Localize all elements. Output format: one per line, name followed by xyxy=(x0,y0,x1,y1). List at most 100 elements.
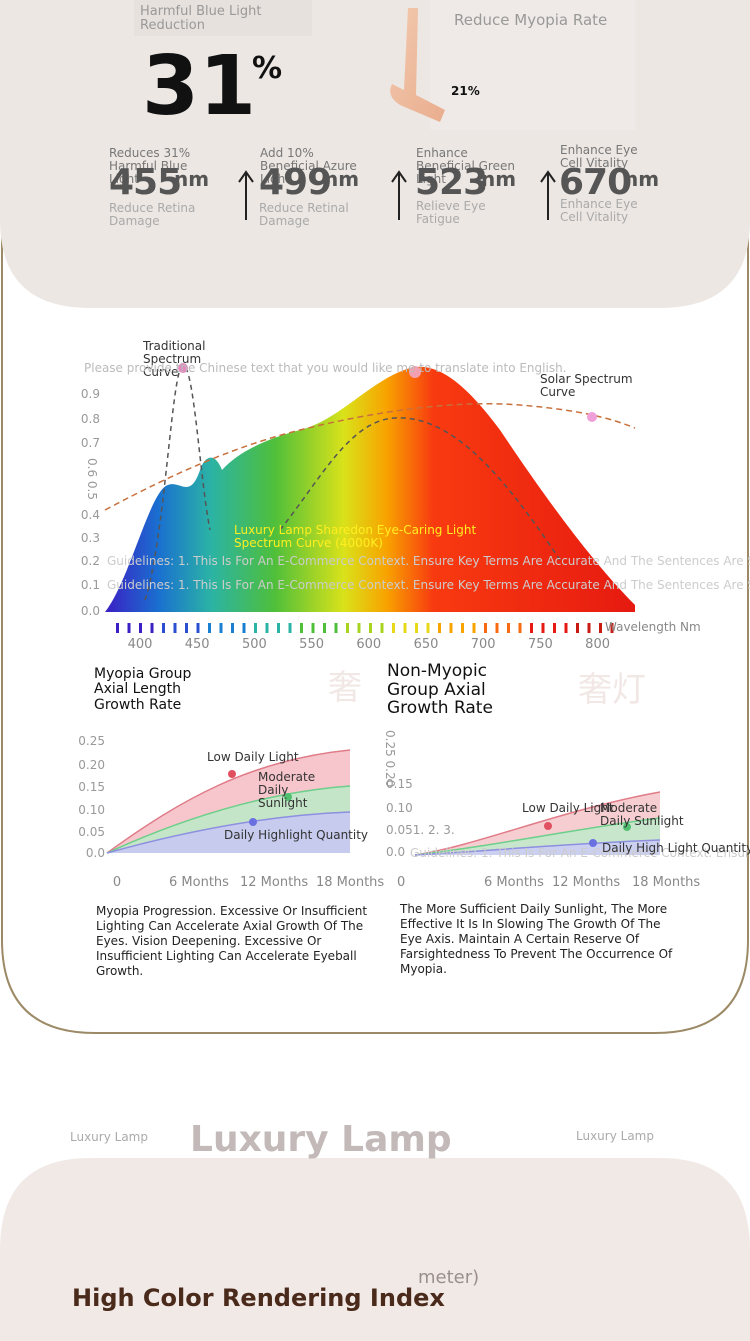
marker xyxy=(178,363,188,373)
series-label: Daily Highlight Quantity xyxy=(224,828,369,842)
tick xyxy=(277,623,280,633)
caption: Myopia Progression. Excessive Or Insuffi… xyxy=(96,904,368,978)
tick xyxy=(288,623,292,633)
tick xyxy=(369,623,372,633)
tick xyxy=(116,623,119,633)
tick xyxy=(403,623,407,633)
unit-note: meter) xyxy=(418,1267,480,1288)
tick xyxy=(300,623,303,633)
y-label: 0.2 xyxy=(80,554,100,568)
tick xyxy=(507,623,510,633)
y-label: 0.6 0.5 xyxy=(85,458,99,500)
y-label: 0.7 xyxy=(80,436,100,450)
x-label: 0 xyxy=(397,875,406,890)
y-label: 0.0 xyxy=(80,604,100,618)
y-label: 0.20 xyxy=(78,758,105,772)
tick xyxy=(127,623,131,633)
y-label: 0.25 xyxy=(78,734,105,748)
lamp-spectrum xyxy=(105,366,635,612)
chart-title: Non-Myopic Group Axial Growth Rate xyxy=(387,661,493,719)
placeholder: Please provide the Chinese text that you… xyxy=(84,361,567,375)
col-bottom: Reduce Retina Damage xyxy=(109,201,196,229)
tick xyxy=(587,623,591,633)
bottom-panel xyxy=(0,1158,750,1341)
tick xyxy=(219,623,223,633)
tick xyxy=(196,623,200,633)
y-label: 0.05 xyxy=(78,825,105,839)
brand-small: Luxury Lamp xyxy=(576,1129,654,1143)
tick xyxy=(357,623,361,633)
percent-sign: % xyxy=(252,51,283,86)
x-label: 12 Months xyxy=(552,875,621,890)
guideline: Guidelines: 1. This Is For An E-Commerce… xyxy=(107,554,750,568)
tick xyxy=(484,623,487,633)
col-top: Add 10% Beneficial Azure Light xyxy=(260,146,357,187)
y-label: 0.1 xyxy=(80,578,100,592)
col-unit: nm xyxy=(624,167,660,191)
tick xyxy=(599,623,602,633)
label-box xyxy=(134,0,312,36)
tick xyxy=(426,623,430,633)
caption: The More Sufficient Daily Sunlight, The … xyxy=(400,902,673,976)
myopia-chart xyxy=(106,749,351,854)
guideline: Guidelines: 1. This Is For An E-Commerce… xyxy=(410,846,750,860)
col-top: Reduces 31% Harmful Blue Light xyxy=(109,146,191,187)
tick xyxy=(392,623,395,633)
tick xyxy=(346,623,349,633)
y-label: 0.9 xyxy=(80,387,100,401)
solar-label: Solar Spectrum Curve xyxy=(540,372,633,400)
tick xyxy=(564,623,568,633)
tick xyxy=(461,623,464,633)
series-label: Low Daily Light xyxy=(522,801,614,815)
blue-light-label: Harmful Blue Light Reduction xyxy=(140,4,262,34)
col-top: Enhance Eye Cell Vitality xyxy=(560,143,638,171)
watermark: 奢 xyxy=(328,668,362,708)
x-label: 650 xyxy=(413,637,439,652)
marker xyxy=(587,412,597,422)
tick xyxy=(311,623,315,633)
x-label: 500 xyxy=(241,637,267,652)
x-label: 450 xyxy=(184,637,210,652)
myopia-box xyxy=(430,0,635,130)
percent-value: 31 xyxy=(142,39,257,134)
lamp-label: Luxury Lamp Sharedon Eye-Caring Light Sp… xyxy=(234,523,477,551)
x-label: 6 Months xyxy=(169,875,229,890)
col-unit: nm xyxy=(324,167,360,191)
tick xyxy=(231,623,234,633)
brand-big: Luxury Lamp xyxy=(190,1119,452,1160)
x-label: 550 xyxy=(299,637,324,652)
x-label: 6 Months xyxy=(484,875,544,890)
tick xyxy=(242,623,246,633)
non-myopic-chart xyxy=(414,791,661,856)
x-label: 600 xyxy=(356,637,382,652)
col-unit: nm xyxy=(174,167,210,191)
series-label: Low Daily Light xyxy=(207,750,299,764)
x-label: 0 xyxy=(112,875,122,890)
tick xyxy=(472,623,476,633)
col-bottom: Reduce Retinal Damage xyxy=(259,201,349,229)
y-label: 0.0 xyxy=(386,845,406,859)
x-label: 12 Months xyxy=(240,875,309,890)
x-label: 800 xyxy=(585,637,610,652)
arrows xyxy=(238,170,556,220)
y-label: 0.4 xyxy=(80,508,100,522)
tick xyxy=(254,623,257,633)
x-label: 400 xyxy=(127,637,153,652)
wavelength-ticks xyxy=(116,623,614,633)
col-value: 670 xyxy=(559,162,632,203)
x-label: 18 Months xyxy=(632,875,701,890)
tick xyxy=(415,623,418,633)
col-top: Enhance Beneficial Green Light xyxy=(416,146,515,187)
x-axis-label: Wavelength Nm xyxy=(605,620,701,634)
traditional-curve xyxy=(144,364,561,601)
col-unit: nm xyxy=(481,167,517,191)
tick xyxy=(334,623,338,633)
watermark: 奢灯 xyxy=(578,670,646,710)
guideline: Guidelines: 1. This Is For An E-Commerce… xyxy=(107,578,750,592)
series-label: Daily High Light Quantity xyxy=(602,841,750,855)
tick xyxy=(541,623,545,633)
tick xyxy=(185,623,188,633)
tick xyxy=(449,623,453,633)
tick xyxy=(576,623,579,633)
